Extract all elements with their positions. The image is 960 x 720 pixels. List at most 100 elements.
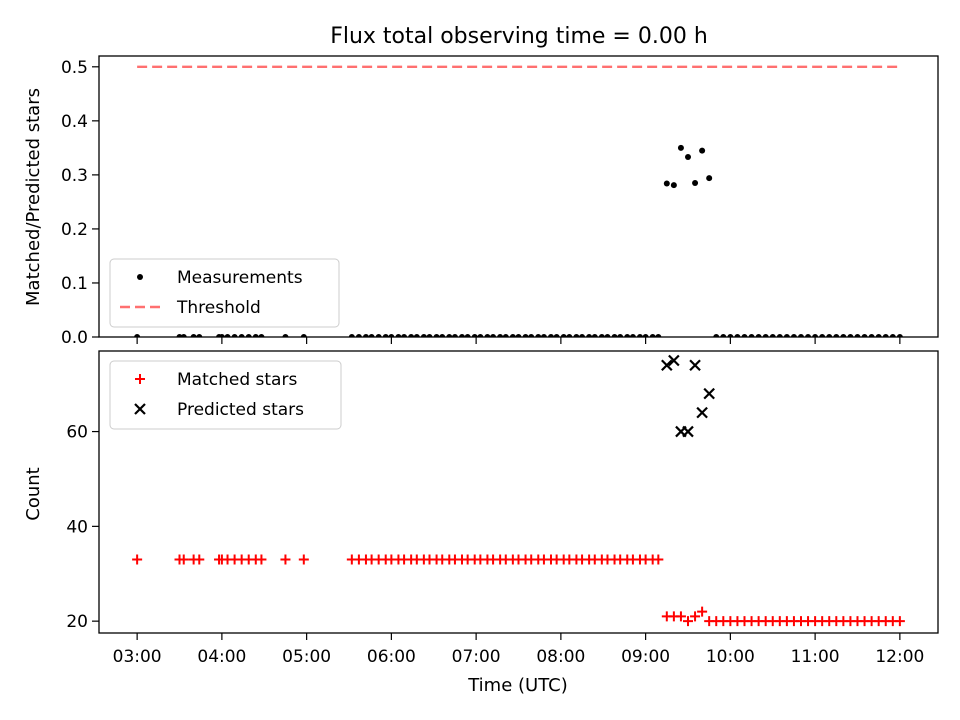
matched-stars-point: [675, 611, 686, 622]
y-tick-label: 0.1: [61, 274, 88, 294]
measurement-point: [769, 334, 776, 337]
measurement-point: [459, 334, 466, 337]
measurement-point: [218, 334, 225, 337]
legend-box: [109, 360, 342, 430]
measurement-point: [300, 334, 307, 337]
measurement-point: [395, 334, 402, 337]
measurement-point: [579, 334, 586, 337]
measurement-point: [490, 334, 497, 337]
legend-label: Matched stars: [177, 370, 297, 390]
y-tick-label: 0.4: [61, 112, 88, 132]
measurement-point: [426, 334, 433, 337]
measurement-point: [713, 334, 720, 337]
measurement-point: [497, 334, 504, 337]
measurement-point: [649, 334, 656, 337]
measurement-point: [720, 334, 727, 337]
y-tick-label: 40: [66, 517, 88, 537]
legend-label: Predicted stars: [177, 400, 304, 420]
predicted-stars-point: [668, 354, 680, 367]
y-axis-label: Count: [23, 467, 44, 520]
measurement-point: [420, 334, 427, 337]
measurement-point: [699, 147, 706, 154]
predicted-stars-point: [682, 425, 694, 438]
measurement-point: [854, 334, 861, 337]
measurement-point: [677, 144, 684, 151]
measurement-point: [535, 334, 542, 337]
measurement-point: [196, 334, 203, 337]
legend-marker: [134, 403, 146, 415]
plot-area: [134, 65, 903, 337]
measurement-point: [388, 334, 395, 337]
matched-stars-point: [280, 554, 291, 565]
measurement-point: [819, 334, 826, 337]
matched-stars-point: [298, 554, 309, 565]
measurement-point: [598, 334, 605, 337]
measurement-point: [805, 334, 812, 337]
matched-stars-point: [194, 554, 205, 565]
measurement-point: [748, 334, 755, 337]
legend-label: Threshold: [176, 298, 261, 318]
y-tick-label: 60: [66, 423, 88, 443]
measurement-point: [190, 334, 197, 337]
x-tick-label: 04:00: [197, 647, 246, 667]
measurement-point: [439, 334, 446, 337]
measurement-point: [642, 334, 649, 337]
measurement-point: [762, 334, 769, 337]
x-tick-label: 10:00: [706, 647, 755, 667]
measurement-point: [840, 334, 847, 337]
legend-label: Measurements: [177, 268, 303, 288]
y-axis-label: Matched/Predicted stars: [23, 88, 44, 306]
x-axis-label: Time (UTC): [467, 675, 568, 696]
measurement-point: [706, 175, 713, 182]
measurement-point: [180, 334, 187, 337]
measurement-point: [375, 334, 382, 337]
measurement-point: [889, 334, 896, 337]
measurement-point: [231, 334, 238, 337]
measurement-point: [692, 179, 699, 186]
measurement-point: [847, 334, 854, 337]
legend: Matched stars Predicted stars: [109, 360, 342, 430]
measurement-point: [573, 334, 580, 337]
measurement-point: [636, 334, 643, 337]
measurement-point: [238, 334, 245, 337]
measurement-point: [484, 334, 491, 337]
measurement-point: [624, 334, 631, 337]
measurement-point: [755, 334, 762, 337]
matched-stars-point: [690, 611, 701, 622]
legend-marker: [137, 274, 143, 280]
predicted-stars-point: [689, 359, 701, 371]
measurement-point: [528, 334, 535, 337]
measurement-point: [812, 334, 819, 337]
measurement-point: [413, 334, 420, 337]
matched-stars-point: [178, 554, 189, 565]
measurement-point: [540, 334, 547, 337]
measurement-point: [509, 334, 516, 337]
measurement-point: [553, 334, 560, 337]
top-panel-ratio: 0.0 0.1 0.2 0.3 0.4 0.5 Matched/Predicted star…: [23, 55, 939, 348]
x-tick-label: 05:00: [282, 647, 331, 667]
axes-frame: [98, 350, 939, 634]
x-tick-label: 12:00: [875, 647, 924, 667]
measurement-point: [464, 334, 471, 337]
measurement-point: [797, 334, 804, 337]
measurement-point: [566, 334, 573, 337]
x-tick-label: 06:00: [367, 647, 416, 667]
predicted-stars-point: [696, 406, 708, 419]
predicted-stars-point: [661, 359, 673, 371]
measurement-point: [471, 334, 478, 337]
measurement-point: [368, 334, 375, 337]
measurement-point: [282, 334, 289, 337]
matched-stars-point: [132, 554, 143, 565]
measurement-point: [670, 182, 677, 189]
measurement-point: [446, 334, 453, 337]
x-tick-label: 09:00: [621, 647, 670, 667]
measurement-point: [776, 334, 783, 337]
measurement-point: [727, 334, 734, 337]
measurement-point: [245, 334, 252, 337]
axes-frame: [98, 55, 939, 338]
measurement-point: [868, 334, 875, 337]
legend: Measurements Threshold: [109, 258, 340, 328]
measurement-point: [790, 334, 797, 337]
measurement-point: [611, 334, 618, 337]
measurement-point: [134, 334, 141, 337]
